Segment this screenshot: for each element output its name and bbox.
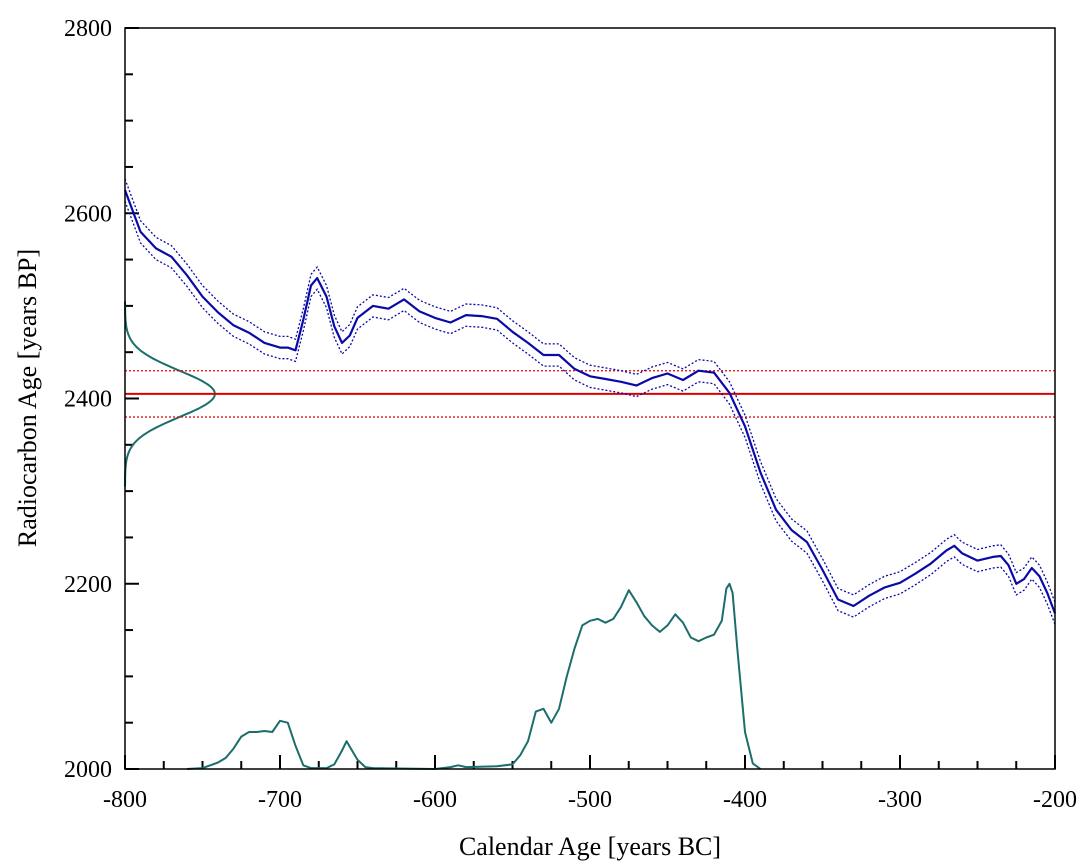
x-tick-label: -600 [413,787,457,813]
calibrated-probability-curve [186,582,762,770]
x-tick-label: -300 [878,787,922,813]
x-tick-label: -200 [1033,787,1077,813]
y-tick-label: 2200 [64,572,112,598]
x-tick-label: -500 [568,787,612,813]
calibration-curve [123,178,1057,625]
x-tick-label: -800 [103,787,147,813]
calibration-upper-bound [124,178,1056,603]
measurement-lines [125,370,1055,418]
y-tick-label: 2000 [64,757,112,783]
y-axis-title: Radiocarbon Age [years BP] [13,249,42,547]
x-axis-title: Calendar Age [years BC] [459,832,721,861]
calibration-mean-line [123,189,1057,614]
calibration-lower-bound [124,200,1056,625]
plot-area [125,28,1055,769]
tick-labels: 2000 2200 2400 2600 2800 -800 -700 -600 -500 -400… [64,16,1077,813]
y-tick-label: 2800 [64,16,112,42]
y-tick-label: 2400 [64,387,112,413]
x-tick-label: -700 [258,787,302,813]
plot-frame [124,27,1056,770]
x-tick-label: -400 [723,787,767,813]
y-tick-label: 2600 [64,201,112,227]
